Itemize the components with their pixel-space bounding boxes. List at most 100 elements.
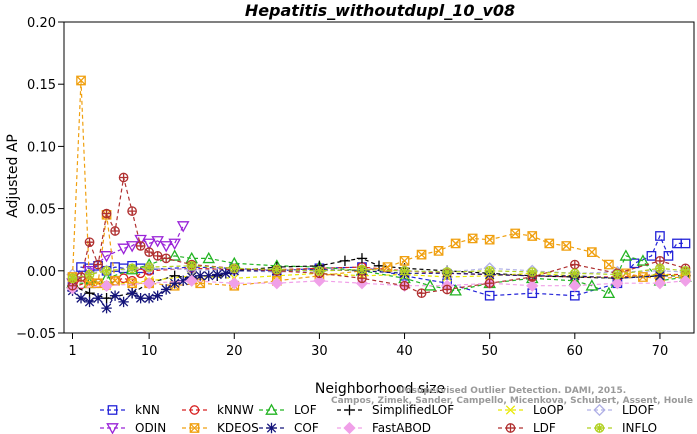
legend: kNN kNNW LOF SimplifiedLOF LoOP LDOF ODIN KDEOS… [100, 403, 657, 434]
series-ldf [67, 172, 691, 299]
legend-marker-knnw [189, 405, 200, 415]
x-tick-label: 40 [396, 344, 413, 359]
legend-label-inflo: INFLO [622, 421, 657, 434]
legend-item-lof: LOF [259, 403, 317, 417]
data-point-inflo [144, 262, 154, 272]
series-line-loop [72, 272, 686, 287]
y-tick-label: 0.15 [27, 78, 56, 93]
legend-item-knnw: kNNW [182, 403, 254, 417]
legend-item-loop: LoOP [498, 403, 564, 417]
x-tick-label: 60 [567, 344, 584, 359]
data-point-kdeos [467, 233, 478, 244]
x-tick-label: 30 [311, 344, 328, 359]
data-point-inflo [569, 268, 580, 279]
legend-label-ldf: LDF [533, 421, 556, 434]
data-point-ldf [84, 237, 95, 248]
legend-item-fastabod: FastABOD [337, 421, 431, 434]
data-point-kdeos [638, 272, 648, 282]
data-point-cof [212, 269, 223, 280]
series-line-simplifiedlof [72, 257, 686, 299]
data-point-inflo [229, 263, 240, 274]
data-point-cof [152, 290, 163, 301]
legend-item-knn: kNN [100, 403, 160, 417]
data-point-kdeos [399, 255, 410, 266]
data-point-kdeos [604, 259, 614, 270]
data-point-knn [680, 238, 691, 249]
data-point-fastabod [228, 277, 241, 290]
legend-label-odin: ODIN [135, 421, 166, 434]
data-point-ldf [484, 278, 495, 289]
series-loop [67, 268, 691, 291]
data-point-kdeos [586, 247, 597, 257]
data-point-kdeos [450, 238, 461, 249]
legend-item-ldf: LDF [498, 421, 556, 434]
data-point-inflo [271, 264, 282, 275]
data-point-ldf [416, 288, 427, 299]
data-point-kdeos [76, 75, 86, 86]
legend-marker-fastabod [343, 421, 356, 434]
legend-marker-simplifiedlof [344, 404, 355, 416]
data-point-odin [142, 238, 156, 250]
x-tick-label: 50 [481, 344, 498, 359]
data-point-ldf [357, 273, 367, 284]
series-knn [67, 231, 691, 301]
data-point-fastabod [526, 279, 539, 292]
data-point-cof [177, 275, 189, 286]
data-point-odin [176, 221, 190, 233]
data-point-kdeos [127, 278, 137, 289]
data-point-ldf [569, 259, 580, 270]
data-point-fastabod [185, 274, 198, 287]
legend-label-ldof: LDOF [622, 403, 654, 417]
plot-area: 1 10 20 30 40 50 60 70 −0.05 0.00 0.05 0.10 0.15 0.20 [16, 16, 695, 359]
data-point-cof [92, 292, 104, 304]
data-point-cof [84, 296, 95, 308]
legend-label-fastabod: FastABOD [372, 421, 431, 434]
data-point-fastabod [611, 277, 624, 290]
data-point-lof [449, 284, 462, 296]
data-point-inflo [399, 265, 410, 276]
data-point-knn [655, 231, 665, 241]
chart-title: Hepatitis_withoutdupl_10_v08 [245, 1, 515, 20]
data-point-simplifiedlof [84, 287, 95, 299]
data-point-inflo [655, 263, 665, 274]
data-point-knn [646, 251, 657, 261]
data-point-fastabod [100, 279, 113, 292]
data-point-odin [134, 234, 147, 247]
legend-item-inflo: INFLO [587, 421, 657, 434]
data-point-cof [109, 290, 121, 301]
legend-marker-inflo [594, 423, 605, 433]
data-point-ldf [399, 280, 410, 291]
legend-item-simplifiedlof: SimplifiedLOF [337, 403, 454, 417]
legend-label-knn: kNN [135, 403, 160, 417]
series-line-knn [71, 234, 686, 297]
data-point-kdeos [110, 275, 120, 286]
data-point-ldf [144, 247, 154, 257]
watermark-line-1: Unsupervised Outlier Detection. DAMI, 20… [398, 386, 626, 396]
x-tick-label: 70 [652, 344, 669, 359]
legend-label-kdeos: KDEOS [217, 421, 259, 434]
data-point-simplifiedlof [373, 260, 385, 272]
legend-marker-ldof [593, 403, 606, 417]
legend-label-loop: LoOP [533, 403, 564, 417]
data-point-inflo [680, 265, 691, 276]
data-point-ldf [135, 241, 146, 251]
data-point-inflo [84, 269, 95, 280]
legend-marker-lof [265, 403, 278, 415]
data-point-knn [484, 290, 495, 301]
legend-item-ldof: LDOF [587, 403, 654, 417]
y-axis-label: Adjusted AP [5, 134, 21, 218]
data-point-cof [203, 270, 214, 281]
data-point-inflo [484, 265, 495, 276]
legend-marker-loop [505, 405, 516, 415]
data-point-odin [159, 241, 173, 253]
legend-label-lof: LOF [294, 403, 317, 417]
y-tick-label: 0.20 [27, 16, 56, 31]
series-line-fastabod [72, 280, 686, 289]
series-line-lof [72, 255, 686, 294]
y-tick-label: −0.05 [16, 327, 56, 342]
data-point-inflo [67, 273, 78, 284]
data-point-lof [585, 279, 599, 291]
data-point-kdeos [416, 249, 427, 260]
x-tick-label: 1 [68, 344, 76, 359]
data-point-cof [654, 270, 666, 281]
